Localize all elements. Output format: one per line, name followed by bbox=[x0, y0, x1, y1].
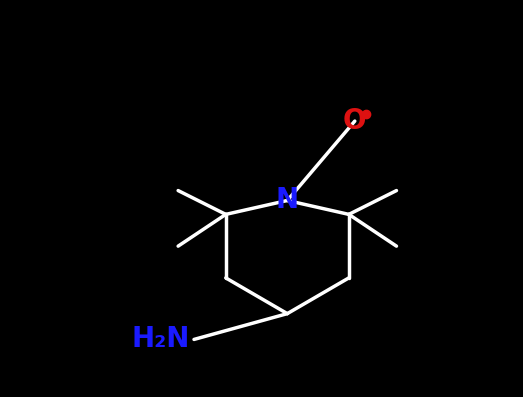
Text: N: N bbox=[276, 187, 299, 214]
Text: H₂N: H₂N bbox=[132, 326, 190, 353]
Text: O: O bbox=[343, 107, 367, 135]
